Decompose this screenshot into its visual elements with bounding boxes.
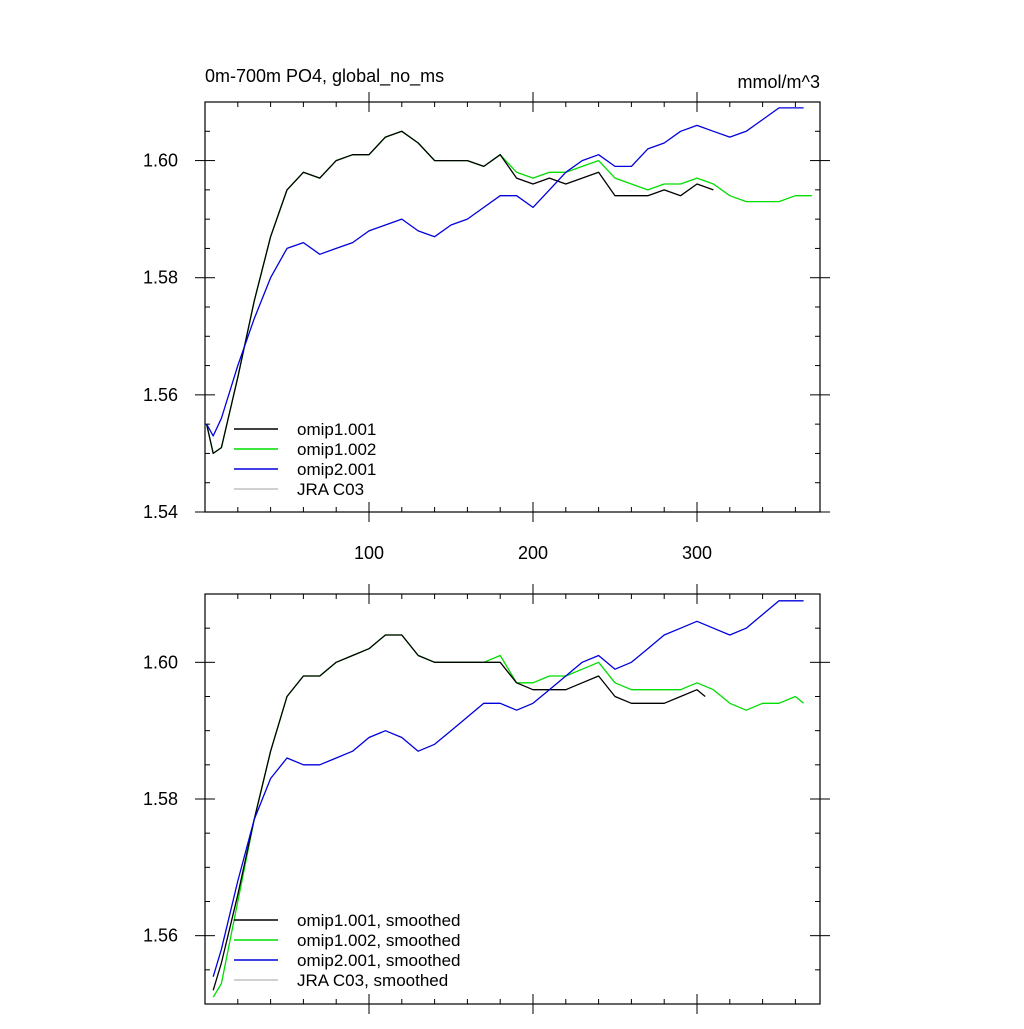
- bottom-series-line-omip1-001-smoothed: [212, 634, 706, 991]
- bottom-series-line-omip2-001-smoothed: [212, 600, 804, 977]
- top-legend-label: omip2.001: [297, 460, 376, 479]
- top-legend-label: omip1.002: [297, 440, 376, 459]
- chart-title: 0m-700m PO4, global_no_ms: [205, 66, 444, 87]
- bottom-legend-label: JRA C03, smoothed: [297, 971, 448, 990]
- top-series-group: [205, 107, 812, 455]
- bottom-y-tick-label: 1.58: [143, 789, 178, 809]
- bottom-legend-label: omip1.002, smoothed: [297, 931, 461, 950]
- top-x-tick-label: 100: [354, 543, 384, 563]
- bottom-series-group: [212, 600, 805, 998]
- plot-panel-top: 100 200 300 1.54 1.56 1.58 1.60 omip1.001omip1.…: [143, 92, 830, 563]
- top-y-tick-label: 1.56: [143, 385, 178, 405]
- top-series-line-omip2-001: [206, 107, 804, 437]
- top-y-tick-label: 1.58: [143, 268, 178, 288]
- bottom-legend-label: omip1.001, smoothed: [297, 911, 461, 930]
- top-x-tick-label: 200: [518, 543, 548, 563]
- bottom-y-tick-label: 1.56: [143, 926, 178, 946]
- top-y-tick-label: 1.54: [143, 502, 178, 522]
- top-series-line-omip1-001: [205, 130, 714, 455]
- top-y-tick-label: 1.60: [143, 151, 178, 171]
- bottom-y-tick-label: 1.60: [143, 652, 178, 672]
- bottom-legend-label: omip2.001, smoothed: [297, 951, 461, 970]
- plot-panel-bottom: 1.56 1.58 1.60 omip1.001, smoothedomip1.002…: [143, 584, 830, 1014]
- top-legend-label: JRA C03: [297, 480, 364, 499]
- top-x-tick-label: 300: [682, 543, 712, 563]
- chart-units: mmol/m^3: [738, 72, 820, 92]
- top-legend-label: omip1.001: [297, 420, 376, 439]
